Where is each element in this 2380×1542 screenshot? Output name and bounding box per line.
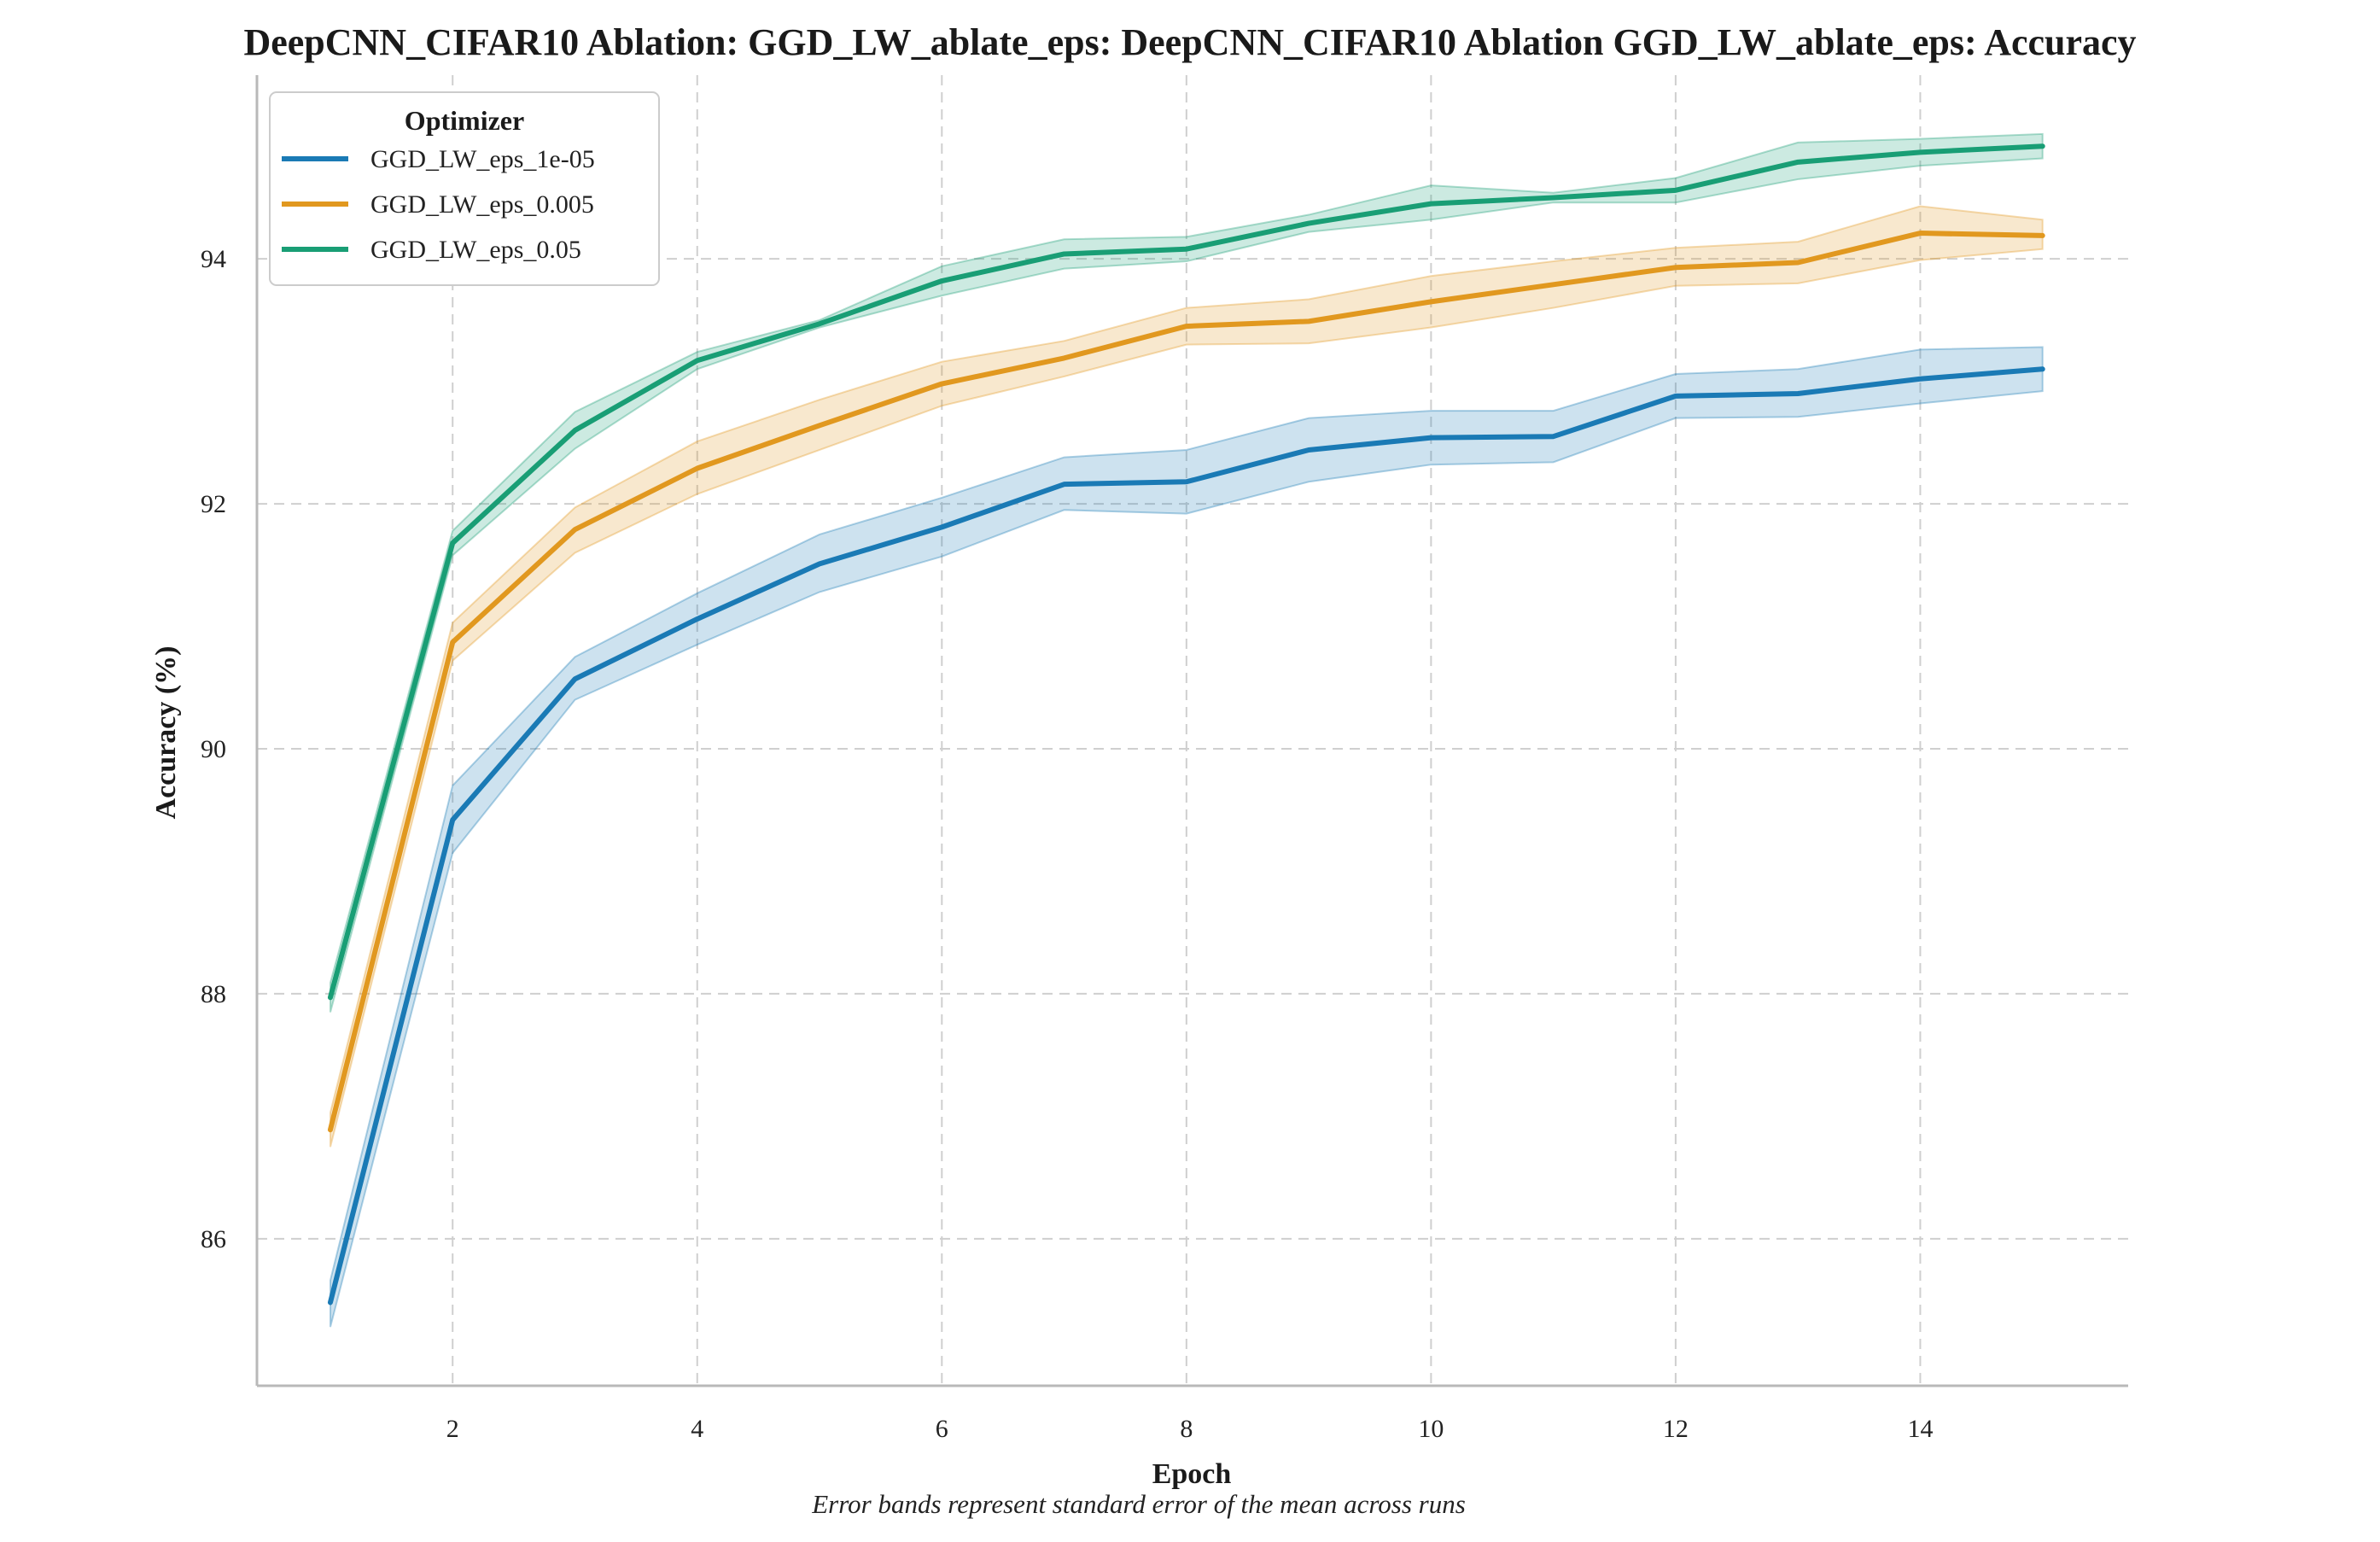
x-tick-label: 14 — [1907, 1415, 1933, 1443]
legend-entry-2: GGD_LW_eps_0.05 — [370, 236, 581, 264]
x-tick-label: 12 — [1663, 1415, 1689, 1443]
x-axis-label: Epoch — [1152, 1458, 1232, 1490]
x-tick-label: 4 — [691, 1415, 703, 1443]
legend-box — [269, 91, 660, 286]
y-tick-label: 94 — [201, 245, 226, 273]
y-tick-label: 90 — [201, 735, 226, 763]
y-tick-labels: 86 88 90 92 94 — [201, 245, 226, 1253]
y-tick-label: 86 — [201, 1225, 226, 1253]
error-band-2 — [329, 132, 2044, 1013]
y-axis-label: Accuracy (%) — [150, 646, 182, 820]
x-tick-label: 6 — [936, 1415, 948, 1443]
legend-items: GGD_LW_eps_1e-05 GGD_LW_eps_0.005 GGD_LW_e… — [282, 145, 595, 264]
y-tick-label: 88 — [201, 980, 226, 1008]
axes — [255, 75, 2128, 1387]
series-lines — [327, 143, 2045, 1305]
error-band-1 — [329, 205, 2044, 1148]
series-line-0 — [327, 366, 2045, 1305]
legend: Optimizer GGD_LW_eps_1e-05 GGD_LW_eps_0.0… — [269, 91, 660, 286]
legend-title: Optimizer — [405, 105, 524, 136]
legend-entry-0: GGD_LW_eps_1e-05 — [370, 145, 595, 173]
x-tick-label: 8 — [1180, 1415, 1193, 1443]
x-tick-labels: 2 4 6 8 10 12 14 — [446, 1415, 1934, 1443]
series-line-2 — [327, 143, 2045, 1001]
y-tick-label: 92 — [201, 490, 226, 518]
x-tick-label: 2 — [446, 1415, 459, 1443]
chart-title: DeepCNN_CIFAR10 Ablation: GGD_LW_ablate_… — [243, 21, 2136, 63]
x-tick-label: 10 — [1418, 1415, 1444, 1443]
series-line-1 — [327, 231, 2045, 1133]
legend-entry-1: GGD_LW_eps_0.005 — [370, 190, 594, 219]
error-band-note: Error bands represent standard error of … — [811, 1489, 1466, 1519]
